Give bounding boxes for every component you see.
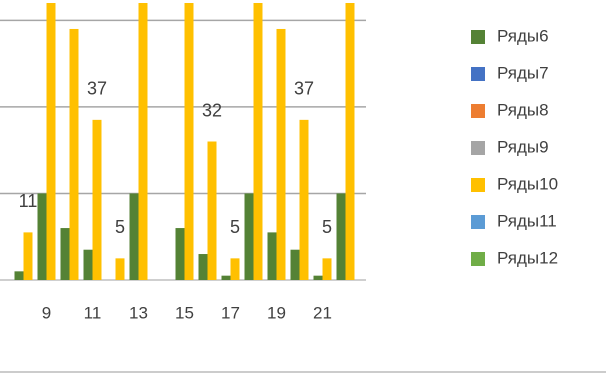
bar: [276, 28, 286, 280]
bar: [230, 258, 240, 280]
legend-swatch: [471, 30, 485, 44]
x-tick-label: 11: [84, 303, 102, 322]
x-tick-label: 21: [313, 303, 332, 322]
legend-label: Ряды12: [497, 248, 558, 267]
x-tick-label: 13: [129, 303, 148, 322]
data-label: 5: [322, 217, 332, 237]
bar: [290, 249, 300, 280]
legend-label: Ряды7: [497, 63, 549, 82]
bar: [83, 249, 93, 280]
data-label: 11: [19, 191, 38, 211]
bar: [184, 3, 194, 280]
legend-swatch: [471, 67, 485, 81]
bar: [69, 28, 79, 280]
bar: [322, 258, 332, 280]
bar: [336, 193, 346, 280]
bar: [129, 193, 139, 280]
bar: [37, 193, 47, 280]
plot-area: [0, 3, 366, 281]
legend-swatch: [471, 215, 485, 229]
bar: [92, 119, 102, 280]
bar: [253, 3, 263, 280]
bar: [198, 254, 208, 280]
legend-label: Ряды11: [497, 211, 557, 230]
x-tick-label: 9: [42, 303, 51, 322]
bar: [244, 193, 254, 280]
bar: [207, 141, 217, 280]
bar: [313, 275, 323, 280]
legend-swatch: [471, 104, 485, 118]
x-tick-label: 19: [267, 303, 286, 322]
legend-swatch: [471, 178, 485, 192]
bar: [345, 3, 355, 280]
data-label: 37: [294, 79, 314, 99]
legend-label: Ряды9: [497, 137, 549, 156]
bar: [14, 271, 24, 280]
data-label: 5: [115, 217, 125, 237]
bar: [23, 232, 33, 280]
data-label: 5: [230, 217, 240, 237]
bar: [138, 3, 148, 280]
bar: [221, 275, 231, 280]
bar: [46, 3, 56, 280]
legend-label: Ряды6: [497, 26, 549, 45]
legend-label: Ряды10: [497, 174, 558, 193]
bar: [60, 228, 70, 280]
bar: [267, 232, 277, 280]
bar: [115, 258, 125, 280]
legend-label: Ряды8: [497, 100, 549, 119]
bar: [299, 119, 309, 280]
x-tick-label: 15: [175, 303, 194, 322]
legend-swatch: [471, 252, 485, 266]
bar: [175, 228, 185, 280]
data-label: 32: [202, 100, 222, 120]
x-tick-label: 17: [221, 303, 240, 322]
legend-swatch: [471, 141, 485, 155]
data-label: 37: [87, 79, 107, 99]
